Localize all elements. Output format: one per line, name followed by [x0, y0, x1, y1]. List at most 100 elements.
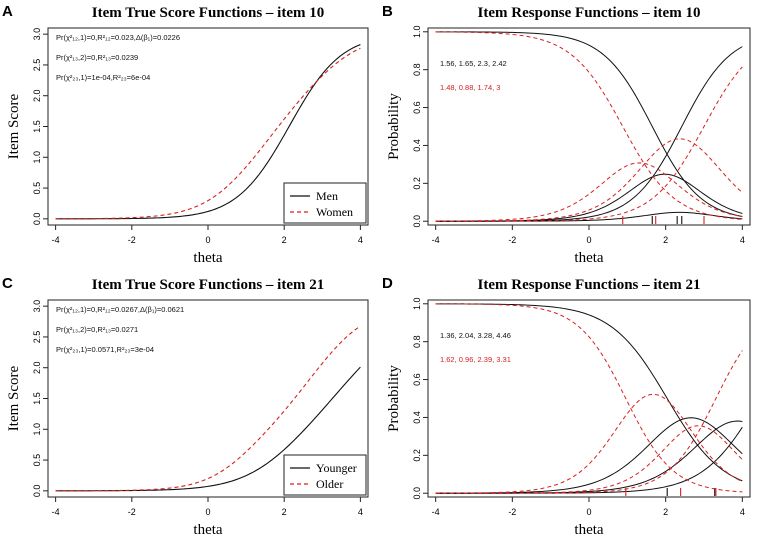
panel-a: A Item True Score Functions – item 10 thet…	[2, 3, 369, 266]
x-tick-label: 4	[740, 507, 745, 517]
category-curve-older-3	[435, 350, 743, 494]
annotation: 1.56, 1.65, 2.3, 2.42	[440, 59, 507, 68]
annotation: Pr(χ²₁₃,2)=0,R²₁₃=0.0239	[56, 53, 138, 62]
y-tick-label: 1.5	[32, 120, 42, 133]
category-curve-men-1	[435, 173, 743, 222]
x-tick-label: 4	[358, 235, 363, 245]
panel-d: D Item Response Functions – item 21 theta P…	[382, 275, 751, 538]
legend-entry-label: Men	[316, 189, 338, 203]
panel-letter: B	[382, 3, 393, 20]
y-tick-label: 0.5	[32, 454, 42, 467]
x-tick-label: 2	[282, 235, 287, 245]
y-tick-label: 1.0	[412, 26, 422, 39]
y-tick-label: 0.0	[412, 215, 422, 228]
legend-box	[283, 454, 367, 496]
y-tick-label: 0.4	[412, 139, 422, 152]
plot-frame	[427, 299, 751, 498]
y-tick-label: 0.6	[412, 373, 422, 386]
chart-title: Item Response Functions – item 10	[478, 5, 701, 21]
y-tick-label: 2.0	[32, 89, 42, 102]
series-line-women	[55, 47, 361, 220]
y-tick-label: 3.0	[32, 300, 42, 313]
x-axis-label: theta	[574, 522, 603, 538]
x-axis-label: theta	[574, 250, 603, 266]
annotation: Pr(χ²₁₂,1)=0,R²₁₂=0.023,Δ(β₁)=0.0226	[56, 33, 180, 42]
plot-frame	[427, 27, 751, 226]
y-tick-label: 1.0	[412, 298, 422, 311]
y-tick-label: 1.5	[32, 392, 42, 405]
y-tick-label: 2.0	[32, 361, 42, 374]
category-curve-older-0	[435, 303, 743, 493]
y-tick-label: 0.0	[32, 213, 42, 226]
panel-letter: C	[2, 275, 13, 292]
x-tick-label: -2	[508, 235, 516, 245]
x-tick-label: -2	[128, 507, 136, 517]
legend-box	[283, 182, 367, 224]
y-tick-label: 0.2	[412, 449, 422, 462]
y-axis-label: Item Score	[6, 93, 22, 159]
legend: Men Women	[283, 182, 367, 224]
panel-letter: D	[382, 275, 393, 292]
category-curve-men-3	[435, 46, 743, 222]
annotation: 1.48, 0.88, 1.74, 3	[440, 83, 500, 92]
annotation: 1.62, 0.96, 2.39, 3.31	[440, 355, 511, 364]
x-tick-label: -4	[432, 507, 440, 517]
panel-c: C Item True Score Functions – item 21 thet…	[2, 275, 369, 538]
x-tick-label: 2	[663, 235, 668, 245]
annotation: Pr(χ²₁₃,2)=0,R²₁₃=0.0271	[56, 325, 138, 334]
x-tick-label: -2	[508, 507, 516, 517]
y-tick-label: 0.5	[32, 182, 42, 195]
x-tick-label: 2	[282, 507, 287, 517]
category-curve-women-3	[435, 66, 743, 222]
y-tick-label: 1.0	[32, 151, 42, 164]
chart-title: Item True Score Functions – item 10	[92, 5, 324, 21]
category-curve-younger-3	[435, 426, 743, 494]
x-tick-label: 0	[205, 507, 210, 517]
category-curve-women-0	[435, 31, 743, 220]
x-tick-label: 4	[358, 507, 363, 517]
x-axis-label: theta	[193, 522, 222, 538]
category-curve-women-2	[435, 138, 743, 222]
y-axis-label: Probability	[386, 93, 402, 160]
x-tick-label: 4	[740, 235, 745, 245]
category-curve-men-0	[435, 31, 743, 217]
panel-letter: A	[2, 3, 13, 20]
x-tick-label: 0	[586, 235, 591, 245]
chart-title: Item Response Functions – item 21	[478, 277, 701, 293]
x-tick-label: 0	[586, 507, 591, 517]
panel-b: B Item Response Functions – item 10 theta P…	[382, 3, 751, 266]
legend: Younger Older	[283, 454, 367, 496]
y-tick-label: 1.0	[32, 423, 42, 436]
series-line-older	[55, 325, 361, 492]
y-axis-label: Probability	[386, 365, 402, 432]
chart-title: Item True Score Functions – item 21	[92, 277, 324, 293]
annotation: Pr(χ²₂₃,1)=0.0571,R²₂₃=3e-04	[56, 345, 154, 354]
y-tick-label: 3.0	[32, 28, 42, 41]
y-tick-label: 2.5	[32, 331, 42, 344]
x-tick-label: -2	[128, 235, 136, 245]
x-tick-label: -4	[52, 507, 60, 517]
annotation: 1.36, 2.04, 3.28, 4.46	[440, 331, 511, 340]
y-tick-label: 2.5	[32, 59, 42, 72]
category-curve-younger-1	[435, 417, 743, 494]
y-tick-label: 0.0	[32, 485, 42, 498]
category-curve-younger-2	[435, 420, 743, 494]
legend-entry-label: Women	[316, 205, 353, 219]
annotation: Pr(χ²₁₂,1)=0,R²₁₂=0.0267,Δ(β₁)=0.0621	[56, 305, 184, 314]
y-tick-label: 0.2	[412, 177, 422, 190]
y-tick-label: 0.8	[412, 335, 422, 348]
x-tick-label: 0	[205, 235, 210, 245]
y-tick-label: 0.8	[412, 63, 422, 76]
y-tick-label: 0.0	[412, 487, 422, 500]
y-tick-label: 0.4	[412, 411, 422, 424]
annotation: Pr(χ²₂₃,1)=1e-04,R²₂₃=6e-04	[56, 73, 150, 82]
y-axis-label: Item Score	[6, 365, 22, 431]
legend-entry-label: Younger	[316, 461, 357, 475]
y-tick-label: 0.6	[412, 101, 422, 114]
x-axis-label: theta	[193, 250, 222, 266]
legend-entry-label: Older	[316, 477, 343, 491]
x-tick-label: -4	[52, 235, 60, 245]
x-tick-label: -4	[432, 235, 440, 245]
x-tick-label: 2	[663, 507, 668, 517]
